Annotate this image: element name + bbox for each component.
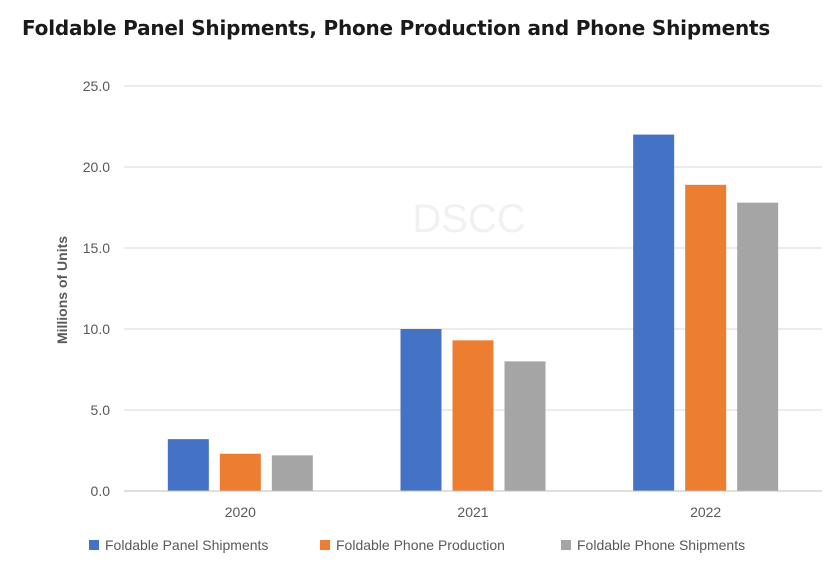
- y-axis-ticks: 0.0 5.0 10.0 15.0 20.0 25.0: [83, 78, 110, 499]
- y-tick-label: 5.0: [91, 402, 111, 418]
- legend-entry: Foldable Phone Production: [336, 537, 505, 553]
- x-axis-ticks: 2020 2021 2022: [225, 504, 722, 520]
- y-axis-label: Millions of Units: [54, 236, 70, 344]
- y-tick-label: 10.0: [83, 321, 110, 337]
- bar-2022-series-0: [633, 134, 675, 491]
- bar-2021-series-1: [452, 340, 494, 491]
- legend-entry: Foldable Panel Shipments: [105, 537, 268, 553]
- x-tick-label: 2022: [690, 504, 721, 520]
- chart-title: Foldable Panel Shipments, Phone Producti…: [22, 16, 771, 40]
- bar-2020-series-1: [219, 453, 261, 491]
- y-tick-label: 25.0: [83, 78, 110, 94]
- legend: Foldable Panel Shipments Foldable Phone P…: [89, 537, 745, 553]
- legend-entry: Foldable Phone Shipments: [577, 537, 745, 553]
- bars: [167, 134, 779, 491]
- bar-2021-series-0: [400, 329, 442, 491]
- watermark-text: DSCC: [412, 197, 525, 241]
- y-tick-label: 20.0: [83, 159, 110, 175]
- legend-swatch: [561, 540, 571, 550]
- legend-swatch: [320, 540, 330, 550]
- x-tick-label: 2020: [225, 504, 256, 520]
- x-tick-label: 2021: [457, 504, 488, 520]
- y-tick-label: 15.0: [83, 240, 110, 256]
- bar-2022-series-2: [737, 202, 779, 491]
- bar-2020-series-0: [167, 439, 209, 491]
- bar-2020-series-2: [271, 455, 313, 491]
- y-tick-label: 0.0: [91, 483, 111, 499]
- bar-2021-series-2: [504, 361, 546, 491]
- bar-2022-series-1: [685, 184, 727, 491]
- legend-swatch: [89, 540, 99, 550]
